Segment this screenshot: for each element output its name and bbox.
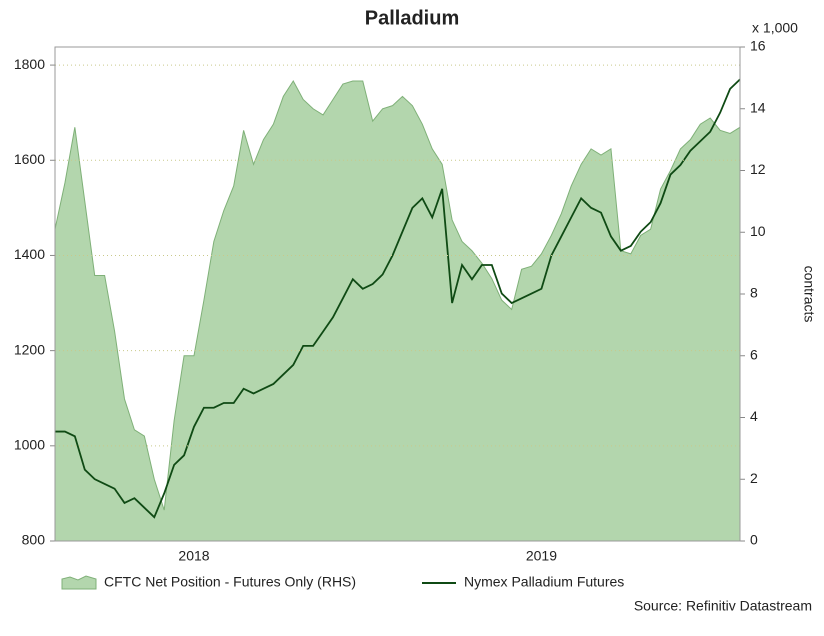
y-tick-label: 1200 bbox=[14, 341, 45, 357]
chart-title: Palladium bbox=[365, 7, 459, 29]
plot-frame bbox=[54, 46, 741, 542]
y2-tick-label: 0 bbox=[750, 532, 758, 548]
y-tick-label: 800 bbox=[22, 532, 46, 548]
y-tick-label: 1600 bbox=[14, 151, 45, 167]
x-tick-label: 2018 bbox=[178, 548, 209, 564]
area bbox=[54, 79, 741, 542]
y2-tick-label: 2 bbox=[750, 470, 758, 486]
y2-axis-label: contracts bbox=[801, 266, 817, 323]
y2-tick-label: 8 bbox=[750, 285, 758, 301]
y2-tick-label: 4 bbox=[750, 408, 758, 424]
source: Source: Refinitiv Datastream bbox=[634, 598, 812, 614]
y2-tick-label: 16 bbox=[750, 38, 766, 54]
y2-unit: x 1,000 bbox=[752, 20, 798, 36]
y-tick-label: 1400 bbox=[14, 246, 45, 262]
y-tick-label: 1000 bbox=[14, 437, 45, 453]
y2-tick-label: 14 bbox=[750, 99, 766, 115]
y2-tick-label: 10 bbox=[750, 223, 766, 239]
y-tick-label: 1800 bbox=[14, 56, 45, 72]
line bbox=[55, 78, 741, 519]
legend-label: CFTC Net Position - Futures Only (RHS) bbox=[104, 574, 356, 590]
y2-tick-label: 6 bbox=[750, 346, 758, 362]
legend-label: Nymex Palladium Futures bbox=[464, 574, 624, 590]
legend-swatch-area bbox=[61, 575, 97, 590]
x-tick-label: 2019 bbox=[526, 548, 557, 564]
y2-tick-label: 12 bbox=[750, 161, 766, 177]
